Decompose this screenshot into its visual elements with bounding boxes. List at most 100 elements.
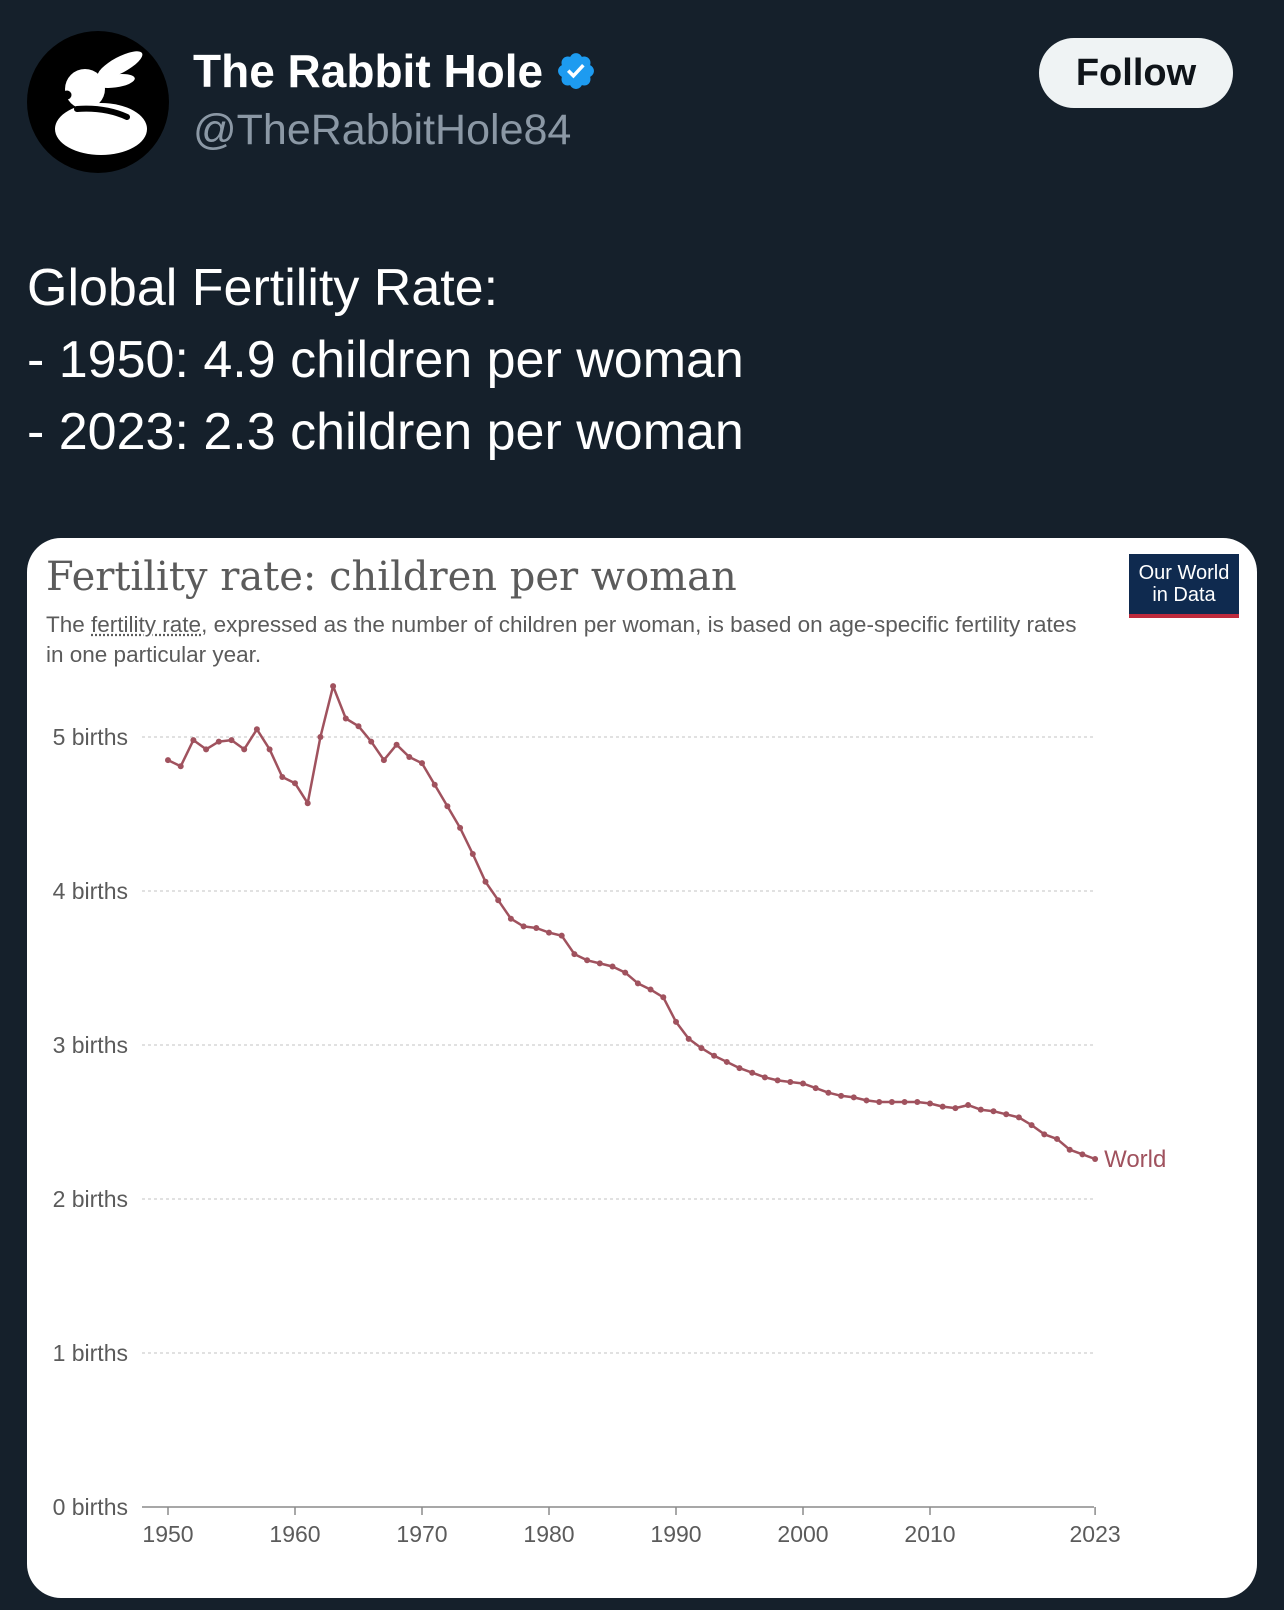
data-point	[495, 897, 502, 904]
data-point	[533, 924, 540, 931]
data-point	[711, 1052, 718, 1059]
data-point	[177, 763, 184, 770]
data-point	[1003, 1111, 1010, 1118]
chart-title: Fertility rate: children per woman	[46, 554, 737, 600]
data-point	[800, 1080, 806, 1087]
data-point	[761, 1074, 768, 1081]
fertility-line-chart: 0 births 1 births 2 births 3 births 4 births…	[53, 683, 1166, 1547]
x-tick-label: 2000	[777, 1521, 828, 1547]
tweet-text-line: - 1950: 4.9 children per woman	[27, 331, 744, 389]
y-tick-label: 0 births	[53, 1494, 128, 1520]
avatar[interactable]	[27, 31, 169, 173]
data-point	[507, 915, 514, 922]
data-point	[1041, 1131, 1048, 1138]
data-point	[876, 1098, 883, 1105]
data-point	[520, 923, 527, 930]
data-point	[622, 969, 629, 976]
x-tick-label: 1990	[650, 1521, 701, 1547]
data-point	[1015, 1114, 1022, 1121]
data-point	[990, 1108, 997, 1115]
data-point	[203, 746, 210, 753]
data-point	[266, 746, 273, 753]
data-point	[406, 754, 413, 761]
series-label: World	[1104, 1146, 1166, 1173]
owid-logo-line: Our World	[1138, 562, 1230, 584]
data-point	[673, 1018, 679, 1025]
data-point	[165, 757, 171, 764]
tweet-text-line: - 2023: 2.3 children per woman	[27, 403, 744, 461]
data-point	[965, 1102, 972, 1109]
series-line	[167, 684, 1096, 1161]
data-point	[685, 1035, 692, 1042]
data-point	[596, 960, 603, 967]
data-point	[253, 726, 260, 733]
data-point	[723, 1058, 730, 1065]
owid-logo: Our World in Data	[1129, 554, 1239, 618]
y-tick-label: 2 births	[53, 1186, 128, 1212]
data-point	[825, 1089, 832, 1096]
data-point	[609, 963, 616, 970]
data-point	[850, 1094, 857, 1101]
data-point	[546, 929, 552, 936]
data-point	[558, 932, 565, 939]
chart-subtitle-rest: , expressed as the number of children pe…	[46, 612, 1077, 667]
data-point	[304, 800, 311, 807]
rabbit-logo-icon	[55, 51, 147, 155]
data-point	[241, 746, 248, 753]
data-point	[279, 774, 286, 781]
data-point	[190, 737, 197, 744]
data-point	[736, 1065, 743, 1072]
data-point	[977, 1106, 984, 1113]
data-point	[215, 738, 222, 745]
data-point	[482, 878, 489, 885]
chart-image-card[interactable]: Fertility rate: children per woman The f…	[27, 538, 1257, 1598]
data-point	[355, 723, 362, 730]
data-point	[457, 824, 464, 831]
data-point	[634, 980, 641, 987]
data-point	[1092, 1155, 1099, 1162]
data-point	[393, 741, 400, 748]
data-point	[380, 757, 387, 764]
data-point	[330, 683, 337, 690]
data-point	[927, 1100, 933, 1107]
chart-subtitle-prefix: The	[46, 612, 92, 637]
data-point	[584, 957, 591, 964]
data-point	[888, 1098, 895, 1105]
x-tick-label: 1960	[269, 1521, 320, 1547]
data-point	[469, 851, 476, 858]
data-point	[812, 1085, 819, 1092]
data-point	[228, 737, 235, 744]
data-point	[368, 738, 375, 745]
y-tick-label: 1 births	[53, 1340, 128, 1366]
x-tick-label: 1950	[142, 1521, 193, 1547]
data-point	[863, 1097, 870, 1104]
follow-button[interactable]: Follow	[1039, 38, 1233, 108]
data-point	[647, 986, 654, 993]
x-tick-label: 1970	[396, 1521, 447, 1547]
data-point	[431, 781, 438, 788]
fertility-rate-term: fertility rate	[91, 612, 202, 637]
data-point	[838, 1092, 845, 1099]
data-point	[660, 994, 667, 1001]
tweet-text-line: Global Fertility Rate:	[27, 259, 499, 317]
data-point	[317, 734, 324, 740]
tweet-text: Global Fertility Rate: - 1950: 4.9 child…	[27, 252, 744, 468]
data-point	[952, 1105, 959, 1112]
data-point	[787, 1078, 794, 1085]
data-point	[419, 760, 425, 767]
x-tick-label: 1980	[523, 1521, 574, 1547]
x-tick-label: 2023	[1070, 1521, 1121, 1547]
user-handle[interactable]: @TheRabbitHole84	[193, 106, 572, 154]
display-name[interactable]: The Rabbit Hole	[193, 44, 597, 98]
y-tick-label: 4 births	[53, 878, 128, 904]
data-point	[1079, 1151, 1086, 1158]
data-point	[749, 1069, 756, 1076]
data-point	[901, 1098, 908, 1105]
data-point	[292, 780, 298, 787]
verified-badge-icon	[558, 53, 595, 89]
y-tick-label: 5 births	[53, 724, 128, 750]
display-name-text[interactable]: The Rabbit Hole	[193, 45, 544, 97]
data-point	[571, 951, 578, 958]
chart-subtitle: The fertility rate, expressed as the num…	[46, 610, 1086, 670]
data-point	[698, 1045, 705, 1052]
